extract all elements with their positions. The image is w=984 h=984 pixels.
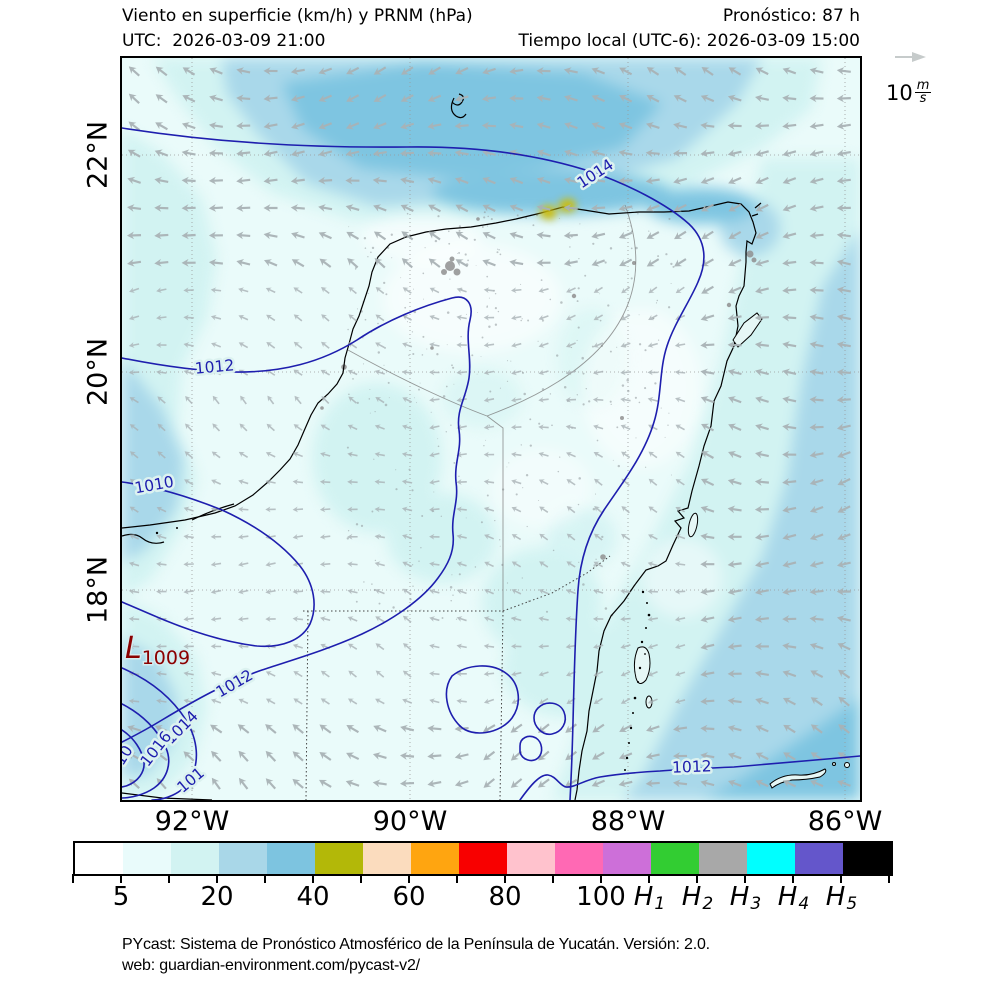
colorbar-segment bbox=[171, 843, 219, 874]
colorbar-segment bbox=[843, 843, 891, 874]
colorbar-tick bbox=[264, 874, 266, 883]
colorbar-tick bbox=[168, 874, 170, 883]
wind-speed-shading-layer bbox=[122, 58, 860, 800]
footer-credit: PYcast: Sistema de Pronóstico Atmosféric… bbox=[122, 936, 710, 953]
colorbar-tick-label: H2 bbox=[681, 882, 714, 914]
isobar-value-label: 1012 bbox=[213, 666, 256, 701]
wind-reference-value: 10 bbox=[886, 81, 913, 105]
x-tick-label: 90°W bbox=[372, 806, 448, 837]
x-tick-label: 86°W bbox=[807, 806, 883, 837]
colorbar-segment bbox=[747, 843, 795, 874]
wind-reference-label: 10 m s bbox=[886, 78, 932, 106]
colorbar-tick-label: H4 bbox=[777, 882, 810, 914]
colorbar-tick bbox=[840, 874, 842, 883]
colorbar-segment bbox=[363, 843, 411, 874]
colorbar-tick bbox=[216, 874, 218, 883]
colorbar-tick bbox=[312, 874, 314, 883]
colorbar-tick bbox=[408, 874, 410, 883]
colorbar-segment bbox=[555, 843, 603, 874]
y-tick-label: 18°N bbox=[82, 555, 114, 625]
belize-cayes bbox=[155, 527, 651, 771]
map-canvas: 1014 1012 1010 1012 1014 1016 10 101 1012 L1009 bbox=[120, 56, 862, 802]
colorbar-labels: 5 20 40 60 80 100 H1 H2 H3 H4 H5 bbox=[73, 882, 893, 916]
wind-reference-arrow bbox=[895, 51, 926, 63]
colorbar-tick-label: 20 bbox=[200, 882, 234, 912]
colorbar-tick-label: 80 bbox=[488, 882, 522, 912]
colorbar-tick bbox=[792, 874, 794, 883]
isobars bbox=[122, 127, 860, 800]
colorbar-tick bbox=[504, 874, 506, 883]
colorbar-tick bbox=[120, 874, 122, 883]
colorbar-tick-label: H5 bbox=[825, 882, 858, 914]
wind-unit-numerator: m bbox=[914, 78, 932, 93]
utc-time-label: UTC: 2026-03-09 21:00 bbox=[122, 31, 326, 51]
colorbar-segment bbox=[651, 843, 699, 874]
colorbar-segment bbox=[699, 843, 747, 874]
colorbar-tick bbox=[648, 874, 650, 883]
colorbar-tick-label: 100 bbox=[576, 882, 626, 912]
colorbar-segment bbox=[219, 843, 267, 874]
colorbar-segment bbox=[459, 843, 507, 874]
colorbar-tick-label: 60 bbox=[392, 882, 426, 912]
colorbar-tick-label: H3 bbox=[729, 882, 762, 914]
urban-areas bbox=[320, 217, 757, 560]
colorbar-tick bbox=[456, 874, 458, 883]
wind-arrows bbox=[126, 66, 851, 790]
low-pressure-label: L1009 bbox=[125, 631, 190, 669]
colorbar-tick bbox=[72, 874, 74, 883]
y-tick-label: 22°N bbox=[82, 120, 114, 190]
colorbar-tick-label: 40 bbox=[296, 882, 330, 912]
colorbar-segment bbox=[123, 843, 171, 874]
local-time-label: Tiempo local (UTC-6): 2026-03-09 15:00 bbox=[518, 31, 860, 51]
y-tick-label: 20°N bbox=[82, 337, 114, 407]
colorbar-tick bbox=[600, 874, 602, 883]
forecast-hour-label: Pronóstico: 87 h bbox=[722, 6, 860, 26]
colorbar-tick bbox=[360, 874, 362, 883]
colorbar-tick-label: 5 bbox=[112, 882, 130, 912]
islands bbox=[633, 312, 850, 789]
wind-unit-denominator: s bbox=[919, 91, 927, 106]
colorbar-segment bbox=[795, 843, 843, 874]
colorbar-tick bbox=[552, 874, 554, 883]
colorbar-ticks bbox=[72, 874, 893, 884]
colorbar-tick bbox=[888, 874, 890, 883]
wind-speed-colorbar bbox=[73, 841, 893, 876]
coastline bbox=[122, 93, 762, 800]
colorbar-segment bbox=[603, 843, 651, 874]
colorbar-segment bbox=[75, 843, 123, 874]
footer-url: web: guardian-environment.com/pycast-v2/ bbox=[122, 957, 420, 974]
isobar-value-label: 1012 bbox=[672, 757, 712, 776]
x-tick-label: 88°W bbox=[590, 806, 666, 837]
colorbar-tick bbox=[744, 874, 746, 883]
isobar-value-label: 1012 bbox=[194, 356, 235, 377]
colorbar-segment bbox=[267, 843, 315, 874]
colorbar-tick bbox=[696, 874, 698, 883]
map-title: Viento en superficie (km/h) y PRNM (hPa) bbox=[122, 6, 473, 26]
colorbar-segment bbox=[411, 843, 459, 874]
low-pressure-marker: L1009 bbox=[124, 630, 192, 671]
colorbar-segment bbox=[315, 843, 363, 874]
state-boundaries bbox=[347, 204, 637, 611]
colorbar-segment bbox=[507, 843, 555, 874]
colorbar-tick-label: H1 bbox=[633, 882, 666, 914]
x-tick-label: 92°W bbox=[154, 806, 230, 837]
